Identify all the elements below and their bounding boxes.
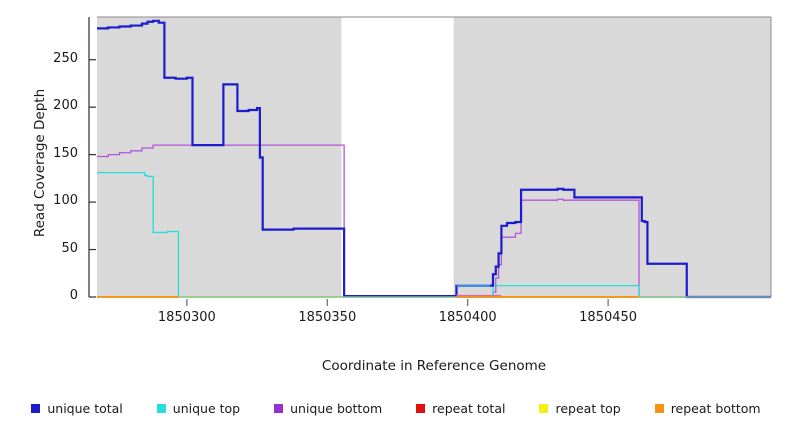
x-tick-label: 1850450 bbox=[579, 310, 638, 325]
y-tick-label: 200 bbox=[53, 98, 78, 114]
legend-item[interactable]: unique bottom bbox=[274, 401, 382, 416]
x-axis-title: Coordinate in Reference Genome bbox=[321, 358, 547, 374]
y-tick-label: 50 bbox=[61, 240, 78, 256]
legend-label: repeat top bbox=[555, 400, 621, 416]
legend-label: unique top bbox=[172, 400, 241, 416]
x-tick-label: 1850400 bbox=[438, 310, 497, 325]
legend-item[interactable]: repeat total bbox=[416, 401, 505, 416]
legend-label: repeat bottom bbox=[670, 400, 761, 416]
legend-swatch-icon bbox=[539, 403, 549, 413]
y-tick-label: 100 bbox=[53, 193, 78, 209]
y-tick-label: 0 bbox=[69, 288, 78, 303]
legend-swatch-icon bbox=[156, 403, 166, 413]
legend-label: repeat total bbox=[432, 400, 506, 416]
legend-swatch-icon bbox=[274, 403, 284, 413]
legend-item[interactable]: unique top bbox=[156, 400, 241, 416]
x-tick-label: 1850350 bbox=[298, 310, 357, 325]
coverage-gap-region bbox=[341, 16, 454, 297]
y-tick-label: 150 bbox=[53, 145, 78, 161]
chart-legend: unique total unique top unique bottom repea… bbox=[0, 398, 792, 418]
legend-swatch-icon bbox=[31, 403, 41, 413]
legend-label: unique total bbox=[47, 400, 123, 416]
legend-swatch-icon bbox=[416, 403, 426, 413]
y-tick-label: 250 bbox=[53, 50, 78, 66]
legend-item[interactable]: repeat top bbox=[539, 400, 621, 416]
series-line-unique-total bbox=[97, 19, 771, 299]
legend-item[interactable]: repeat bottom bbox=[654, 400, 761, 416]
legend-label: unique bottom bbox=[290, 400, 383, 416]
legend-swatch-icon bbox=[654, 403, 664, 413]
series-line-unique-top bbox=[97, 172, 771, 298]
legend-item[interactable]: unique total bbox=[31, 400, 123, 416]
x-tick-label: 1850300 bbox=[157, 310, 216, 325]
